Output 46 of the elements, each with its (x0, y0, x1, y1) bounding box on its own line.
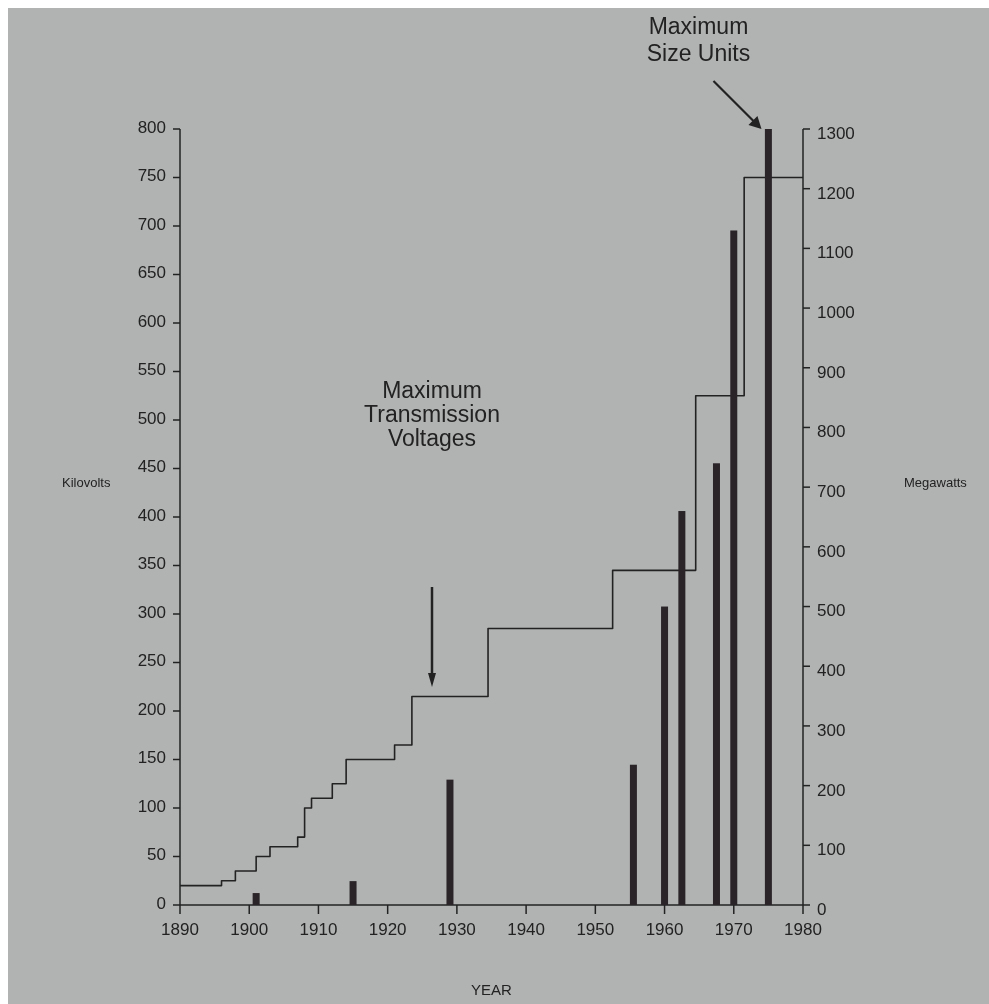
x-tick-label: 1930 (437, 920, 476, 939)
y2-tick-label: 500 (817, 601, 846, 621)
y-tick-label: 50 (147, 845, 166, 865)
y-tick-label: 150 (137, 748, 166, 768)
x-tick-label: 1900 (230, 920, 269, 939)
x-tick-label: 1940 (507, 920, 546, 939)
x-tick-label: 1950 (576, 920, 615, 939)
y-tick-label: 750 (137, 166, 166, 186)
x-tick-label: 1910 (299, 920, 338, 939)
y-tick-label: 250 (137, 651, 166, 671)
x-tick-label: 1980 (784, 920, 822, 939)
y2-tick-label: 300 (817, 720, 846, 740)
x-tick-label: 1970 (714, 920, 753, 939)
annotation: Maximum Size Units (646, 13, 751, 66)
y-tick-label: 300 (137, 602, 166, 622)
y2-tick-label: 800 (817, 422, 846, 442)
y2-axis-title: Megawatts (904, 475, 968, 490)
x-tick-label: 1960 (645, 920, 684, 939)
y-tick-label: 100 (137, 796, 166, 816)
y-tick-label: 450 (137, 457, 166, 477)
y2-tick-label: 0 (817, 899, 827, 919)
y2-tick-label: 1300 (817, 123, 855, 143)
y-tick-label: 400 (137, 505, 166, 525)
y-tick-label: 550 (137, 360, 166, 380)
y2-tick-label: 1100 (817, 243, 854, 263)
y-tick-label: 800 (137, 117, 166, 137)
y-tick-label: 0 (156, 893, 166, 913)
y-tick-label: 600 (137, 311, 166, 331)
y-tick-label: 200 (137, 699, 166, 719)
y2-tick-label: 400 (817, 661, 846, 681)
y2-tick-label: 700 (817, 482, 846, 502)
y2-tick-label: 600 (817, 541, 846, 561)
y-axis-title: Kilovolts (62, 475, 111, 490)
annotation: Maximum Transmission Voltages (364, 377, 500, 451)
y2-tick-label: 100 (817, 840, 846, 860)
y2-tick-label: 1200 (817, 183, 855, 203)
y-tick-label: 350 (137, 554, 166, 574)
y-tick-label: 700 (137, 214, 166, 234)
y-tick-label: 500 (137, 408, 166, 428)
y2-tick-label: 900 (817, 362, 846, 382)
x-tick-label: 1920 (368, 920, 407, 939)
y2-tick-label: 200 (817, 780, 846, 800)
x-axis-title: YEAR (471, 981, 513, 998)
y-tick-label: 650 (137, 263, 166, 283)
y2-tick-label: 1000 (817, 303, 855, 323)
x-tick-label: 1890 (161, 920, 199, 939)
